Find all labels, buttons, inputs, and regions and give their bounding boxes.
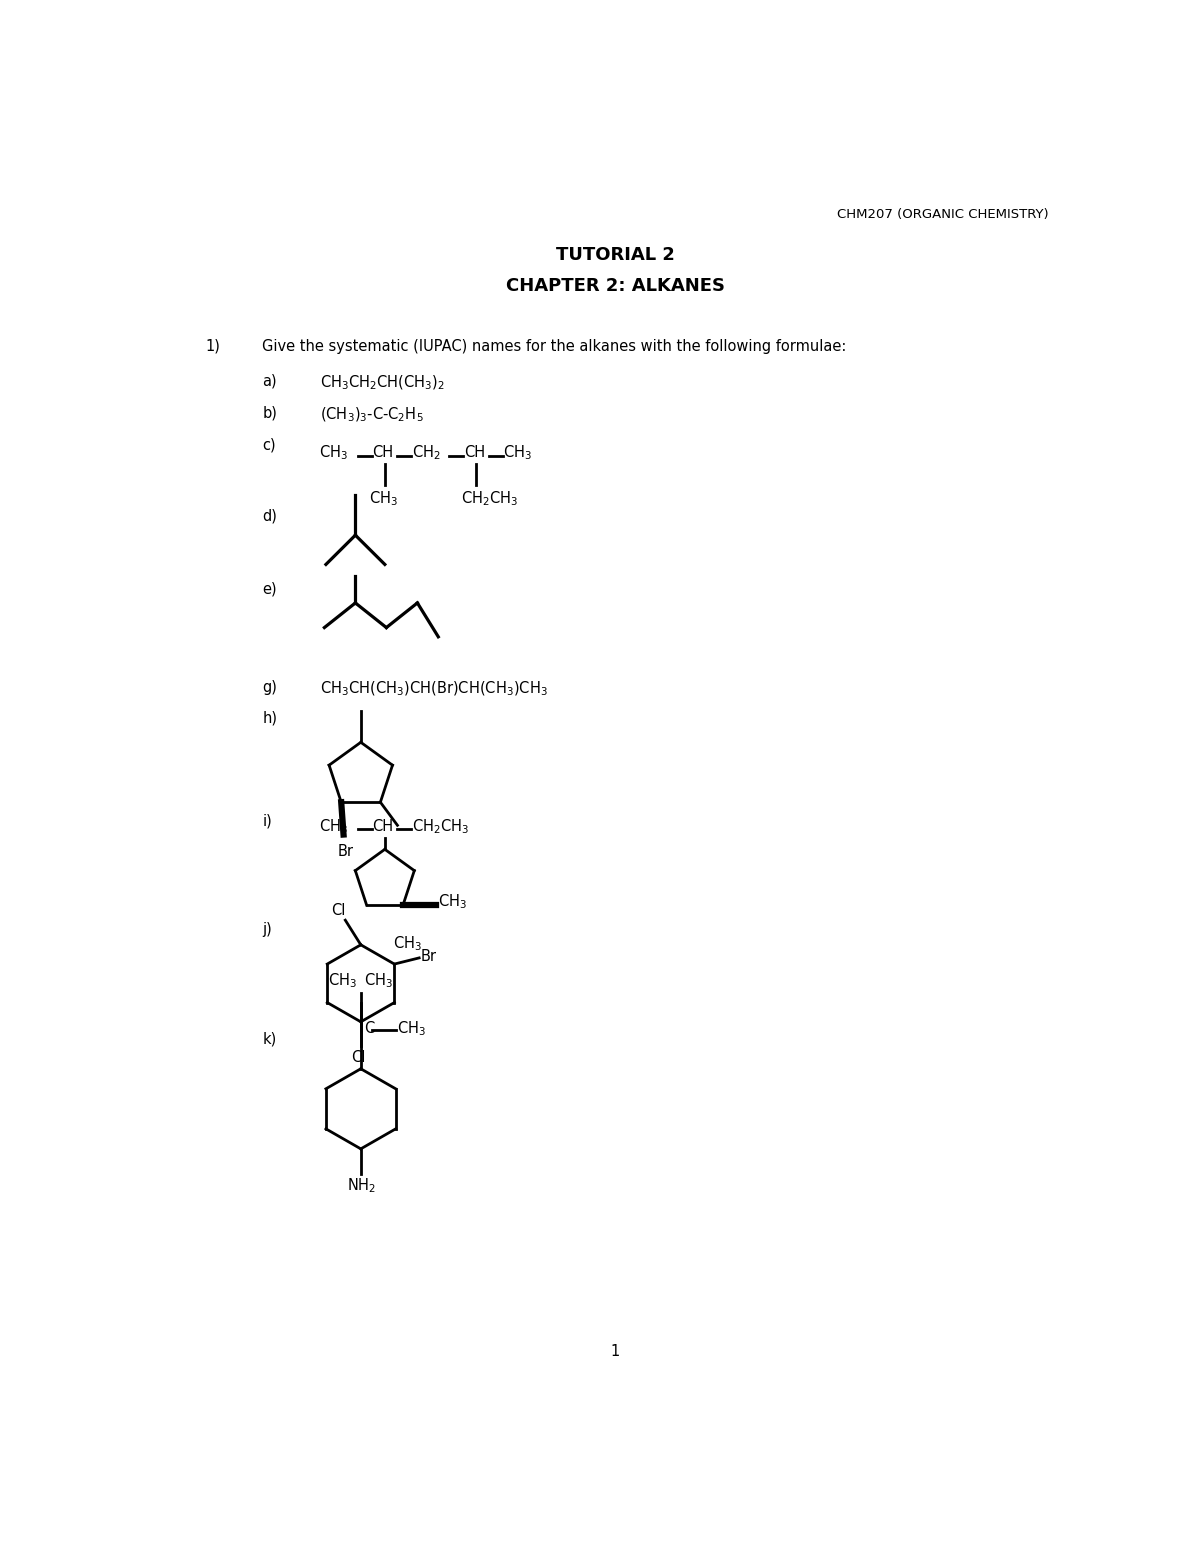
Text: k): k) <box>263 1031 277 1047</box>
Text: Cl: Cl <box>352 1050 366 1064</box>
Text: 1): 1) <box>206 339 221 354</box>
Text: CH$_3$: CH$_3$ <box>319 444 348 463</box>
Text: g): g) <box>263 680 277 694</box>
Text: CH$_3$: CH$_3$ <box>370 489 398 508</box>
Text: CH$_3$: CH$_3$ <box>397 1019 426 1037</box>
Text: CH$_3$: CH$_3$ <box>392 935 422 954</box>
Text: Give the systematic (IUPAC) names for the alkanes with the following formulae:: Give the systematic (IUPAC) names for th… <box>263 339 847 354</box>
Text: CH$_3$: CH$_3$ <box>329 972 358 991</box>
Text: CH: CH <box>372 818 394 834</box>
Text: j): j) <box>263 922 272 936</box>
Text: CH$_3$CH$_2$CH(CH$_3$)$_2$: CH$_3$CH$_2$CH(CH$_3$)$_2$ <box>320 373 445 391</box>
Text: C: C <box>364 1022 374 1036</box>
Text: CH$_2$CH$_3$: CH$_2$CH$_3$ <box>412 817 469 836</box>
Text: CHM207 (ORGANIC CHEMISTRY): CHM207 (ORGANIC CHEMISTRY) <box>838 208 1049 221</box>
Text: h): h) <box>263 711 277 725</box>
Text: a): a) <box>263 373 277 388</box>
Text: Br: Br <box>421 949 437 964</box>
Text: NH$_2$: NH$_2$ <box>347 1177 376 1196</box>
Text: e): e) <box>263 581 277 596</box>
Text: CH$_3$: CH$_3$ <box>319 817 348 836</box>
Text: TUTORIAL 2: TUTORIAL 2 <box>556 247 674 264</box>
Text: CH$_2$: CH$_2$ <box>412 444 440 463</box>
Text: CH: CH <box>372 446 394 460</box>
Text: CH$_3$: CH$_3$ <box>364 972 392 991</box>
Text: CHAPTER 2: ALKANES: CHAPTER 2: ALKANES <box>505 278 725 295</box>
Text: d): d) <box>263 508 277 523</box>
Text: CH: CH <box>464 446 485 460</box>
Text: CH$_3$: CH$_3$ <box>504 444 533 463</box>
Text: CH$_3$CH(CH$_3$)CH(Br)CH(CH$_3$)CH$_3$: CH$_3$CH(CH$_3$)CH(Br)CH(CH$_3$)CH$_3$ <box>320 680 548 699</box>
Text: Br: Br <box>338 843 354 859</box>
Text: b): b) <box>263 405 277 421</box>
Text: 1: 1 <box>611 1343 619 1359</box>
Text: (CH$_3$)$_3$-C-C$_2$H$_5$: (CH$_3$)$_3$-C-C$_2$H$_5$ <box>320 405 425 424</box>
Text: CH$_2$CH$_3$: CH$_2$CH$_3$ <box>461 489 518 508</box>
Text: Cl: Cl <box>331 902 346 918</box>
Text: i): i) <box>263 814 272 829</box>
Text: CH$_3$: CH$_3$ <box>438 891 467 910</box>
Text: c): c) <box>263 438 276 452</box>
